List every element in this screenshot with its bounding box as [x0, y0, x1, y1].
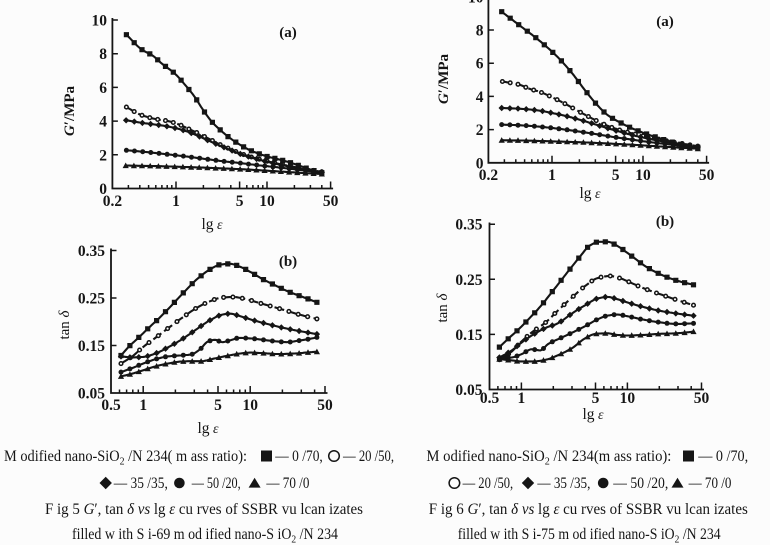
svg-text:5: 5	[214, 397, 222, 414]
svg-text:1: 1	[518, 390, 526, 407]
svg-text:0.5: 0.5	[101, 397, 121, 414]
svg-text:— 35 /35,: — 35 /35,	[113, 475, 168, 492]
svg-text:50: 50	[694, 390, 710, 407]
svg-text:6: 6	[99, 80, 107, 97]
svg-text:8: 8	[99, 46, 107, 63]
svg-text:0.25: 0.25	[78, 291, 105, 308]
svg-text:F ig 5 G′, tan δ vs lg ε: F ig 5 G′, tan δ vs lg ε cu rves of SSBR…	[45, 501, 363, 518]
svg-text:10: 10	[635, 167, 651, 184]
svg-text:10: 10	[259, 193, 275, 210]
svg-text:0.05: 0.05	[78, 386, 105, 403]
svg-text:— 20 /50,: — 20 /50,	[462, 475, 513, 492]
svg-text:4: 4	[476, 89, 484, 106]
svg-text:tan δ: tan δ	[57, 309, 73, 339]
svg-text:lg ε: lg ε	[201, 216, 223, 233]
svg-text:(a): (a)	[656, 14, 674, 30]
svg-text:tan δ: tan δ	[435, 292, 451, 322]
svg-text:4: 4	[99, 114, 107, 131]
svg-text:1: 1	[548, 167, 556, 184]
svg-text:(a): (a)	[279, 25, 297, 41]
svg-text:5: 5	[592, 390, 600, 407]
svg-text:0.35: 0.35	[455, 217, 482, 234]
svg-text:— 70 /0: — 70 /0	[266, 475, 310, 492]
svg-text:50: 50	[323, 193, 339, 210]
svg-text:6: 6	[476, 56, 484, 73]
svg-text:— 0 /70,: — 0 /70,	[274, 448, 322, 465]
svg-text:M odified nano-SiO2 /N 234(m a: M odified nano-SiO2 /N 234(m ass ratio):	[426, 448, 671, 468]
svg-text:50: 50	[317, 397, 333, 414]
svg-text:2: 2	[476, 122, 484, 139]
svg-text:filled w ith S i-69 m od ified: filled w ith S i-69 m od ified nano-S iO…	[72, 526, 338, 545]
svg-text:10: 10	[92, 13, 108, 30]
svg-text:10: 10	[468, 0, 484, 6]
svg-text:1: 1	[139, 397, 147, 414]
svg-text:10: 10	[242, 397, 258, 414]
svg-text:lg ε: lg ε	[579, 185, 601, 202]
svg-text:0.15: 0.15	[78, 338, 105, 355]
svg-text:50: 50	[699, 167, 715, 184]
svg-text:F ig 6 G′, tan δ vs lg ε: F ig 6 G′, tan δ vs lg ε cu rves of SSBR…	[429, 501, 748, 518]
svg-text:(b): (b)	[279, 254, 297, 270]
svg-text:— 70 /0: — 70 /0	[688, 475, 732, 492]
svg-text:lg ε: lg ε	[582, 406, 604, 423]
svg-text:(b): (b)	[656, 214, 674, 230]
svg-text:1: 1	[172, 193, 180, 210]
svg-text:10: 10	[620, 390, 636, 407]
svg-text:M odified nano-SiO2 /N 234( m: M odified nano-SiO2 /N 234( m ass ratio)…	[4, 448, 247, 468]
svg-text:0: 0	[476, 155, 484, 172]
svg-text:5: 5	[236, 193, 244, 210]
svg-text:0.15: 0.15	[455, 327, 482, 344]
svg-text:— 20 /50,: — 20 /50,	[342, 448, 394, 465]
svg-text:0.05: 0.05	[455, 382, 482, 399]
svg-text:8: 8	[476, 23, 484, 40]
svg-text:0: 0	[99, 181, 107, 198]
svg-text:0.2: 0.2	[479, 167, 499, 184]
svg-text:— 0 /70,: — 0 /70,	[697, 448, 748, 465]
svg-text:— 50 /20,: — 50 /20,	[612, 475, 668, 492]
svg-text:lg ε: lg ε	[197, 420, 219, 437]
svg-text:5: 5	[612, 167, 620, 184]
svg-text:2: 2	[99, 147, 107, 164]
svg-text:G′/MPa: G′/MPa	[436, 53, 452, 104]
svg-text:0.2: 0.2	[103, 193, 123, 210]
svg-text:— 50 /20,: — 50 /20,	[191, 475, 241, 492]
svg-text:G′/MPa: G′/MPa	[62, 85, 78, 136]
svg-text:0.25: 0.25	[455, 272, 482, 289]
svg-text:— 35 /35,: — 35 /35,	[537, 475, 591, 492]
svg-text:0.35: 0.35	[78, 243, 105, 260]
svg-text:filled w ith S i-75 m od ified: filled w ith S i-75 m od ified nano-S iO…	[458, 526, 721, 545]
svg-text:0.5: 0.5	[480, 390, 500, 407]
